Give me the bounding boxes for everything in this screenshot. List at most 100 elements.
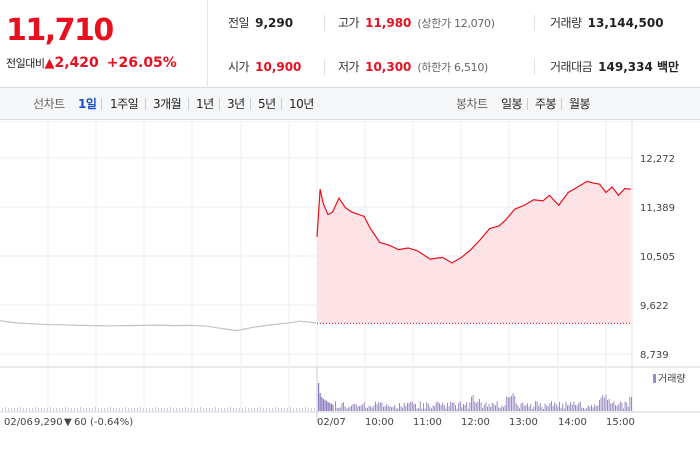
- volume-bar: [329, 403, 331, 411]
- volume-bar: [475, 402, 477, 411]
- volume-bar: [483, 404, 485, 411]
- volume-bar: [522, 402, 524, 411]
- volume-bar: [23, 408, 24, 411]
- volume-bar: [450, 401, 452, 411]
- volume-bar: [552, 405, 554, 411]
- volume-bar: [338, 408, 340, 411]
- volume-bar: [419, 401, 421, 411]
- volume-bar: [458, 402, 460, 411]
- volume-bar: [474, 401, 476, 411]
- volume-bar: [119, 408, 120, 411]
- volume-bar: [357, 406, 359, 411]
- volume-bar: [605, 394, 607, 411]
- stat-value: 9,290: [255, 16, 294, 30]
- volume-bar: [236, 408, 237, 411]
- volume-bar: [631, 397, 632, 411]
- volume-bar: [107, 408, 108, 411]
- tab-10y[interactable]: 10년: [289, 97, 314, 111]
- tab-3m[interactable]: 3개월: [153, 97, 182, 111]
- volume-bar: [530, 403, 532, 411]
- prev-day-change: 60: [74, 417, 87, 428]
- volume-bar: [360, 405, 362, 411]
- volume-bar: [302, 408, 303, 411]
- volume-bar: [116, 408, 117, 411]
- volume-bar: [411, 401, 413, 411]
- volume-bar: [336, 407, 338, 411]
- volume-bar: [137, 408, 138, 411]
- tab-1y[interactable]: 1년: [196, 97, 214, 111]
- x-tick-label: 15:00: [606, 417, 635, 428]
- volume-bar: [341, 403, 343, 411]
- volume-bar: [559, 401, 560, 411]
- volume-bar: [35, 407, 36, 411]
- volume-bar: [498, 407, 500, 411]
- volume-bar: [275, 407, 276, 411]
- volume-bar: [326, 401, 328, 411]
- volume-bar: [284, 408, 285, 411]
- volume-bar: [339, 407, 341, 411]
- volume-bar: [408, 403, 410, 411]
- volume-bar: [448, 406, 450, 411]
- tab-5y[interactable]: 5년: [258, 97, 276, 111]
- volume-bar: [233, 408, 234, 411]
- tab-daily-candle[interactable]: 일봉: [501, 97, 523, 111]
- change-label: 전일대비: [6, 57, 45, 70]
- x-tick-label: 13:00: [509, 417, 538, 428]
- volume-bar: [62, 408, 63, 411]
- volume-bar: [245, 407, 246, 411]
- divider: [561, 98, 562, 110]
- stat-label: 고가: [338, 16, 360, 30]
- volume-bar: [251, 408, 252, 411]
- volume-bar: [143, 408, 144, 411]
- prev-day-percent: (-0.64%): [90, 417, 133, 428]
- volume-bar: [418, 408, 420, 411]
- volume-bar: [308, 408, 309, 411]
- volume-bar: [347, 407, 349, 411]
- volume-bar: [98, 408, 99, 411]
- volume-bar: [589, 406, 591, 411]
- volume-bar: [368, 405, 370, 411]
- volume-bar: [562, 403, 564, 411]
- stat-value: 10,300: [365, 60, 412, 74]
- volume-bar: [463, 403, 464, 411]
- volume-bar: [616, 405, 618, 411]
- volume-bar: [185, 407, 186, 411]
- volume-bar: [495, 405, 496, 411]
- volume-bar: [487, 406, 488, 411]
- volume-bar: [14, 408, 15, 411]
- candle-chart-group-label: 봉차트: [456, 97, 488, 111]
- tab-monthly-candle[interactable]: 월봉: [569, 97, 591, 111]
- volume-bar: [209, 408, 210, 411]
- volume-bar: [623, 408, 624, 411]
- volume-bar: [410, 401, 412, 411]
- volume-bar: [370, 406, 372, 411]
- tab-1d[interactable]: 1일: [78, 97, 97, 111]
- tab-1w[interactable]: 1주일: [110, 97, 139, 111]
- volume-bar: [607, 399, 608, 411]
- volume-bar: [424, 408, 426, 411]
- volume-bar: [92, 408, 93, 411]
- tab-3y[interactable]: 3년: [227, 97, 245, 111]
- volume-bar: [351, 405, 352, 411]
- volume-bar: [453, 402, 455, 411]
- volume-bar: [332, 404, 334, 411]
- y-tick-label: 8,739: [640, 350, 669, 361]
- x-tick-label: 11:00: [413, 417, 442, 428]
- stat-low: 저가 10,300 (하한가 6,510): [338, 59, 488, 75]
- price-chart-svg: 12,272 11,389 10,505 9,622 8,739 02/07 10:00 1…: [0, 121, 700, 428]
- volume-bar: [567, 405, 568, 411]
- volume-bar: [439, 403, 440, 411]
- today-area: [317, 181, 631, 324]
- volume-bar: [608, 398, 610, 411]
- x-tick-label: 02/07: [317, 417, 346, 428]
- volume-bar: [383, 406, 384, 411]
- volume-bar: [343, 402, 344, 411]
- price-chart[interactable]: 12,272 11,389 10,505 9,622 8,739 02/07 10:00 1…: [0, 121, 700, 450]
- tab-weekly-candle[interactable]: 주봉: [535, 97, 557, 111]
- volume-bar: [86, 408, 87, 411]
- volume-bar: [431, 408, 432, 411]
- volume-bar: [134, 408, 135, 411]
- lower-limit: (하한가 6,510): [417, 61, 489, 74]
- volume-bar: [170, 407, 171, 411]
- divider: [527, 98, 528, 110]
